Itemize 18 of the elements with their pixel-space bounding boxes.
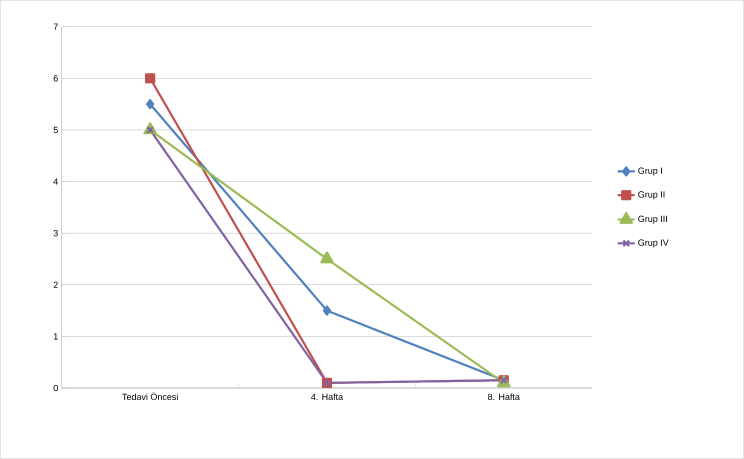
y-tick-label: 0 [54, 384, 58, 392]
y-tick-label: 7 [54, 24, 58, 30]
legend-label: Grup IV [638, 240, 669, 248]
y-tick-label: 1 [54, 333, 58, 340]
x-tick-label: 8. Hafta [488, 394, 520, 400]
point [145, 73, 156, 84]
y-tick-label: 2 [54, 282, 58, 288]
legend-label: Grup II [638, 191, 664, 200]
legend-label: Grup III [638, 216, 667, 224]
x-tick-label: Tedavi Öncesi [122, 392, 178, 400]
y-tick-label: 6 [54, 75, 58, 82]
point [146, 99, 154, 110]
y-tick-label: 4 [53, 178, 58, 185]
y-tick-label: 5 [54, 126, 58, 134]
point [322, 306, 332, 316]
legend-label: Grup I [638, 168, 662, 176]
x-tick-label: 4. Hafta [311, 394, 344, 400]
y-tick-label: 3 [54, 230, 58, 236]
